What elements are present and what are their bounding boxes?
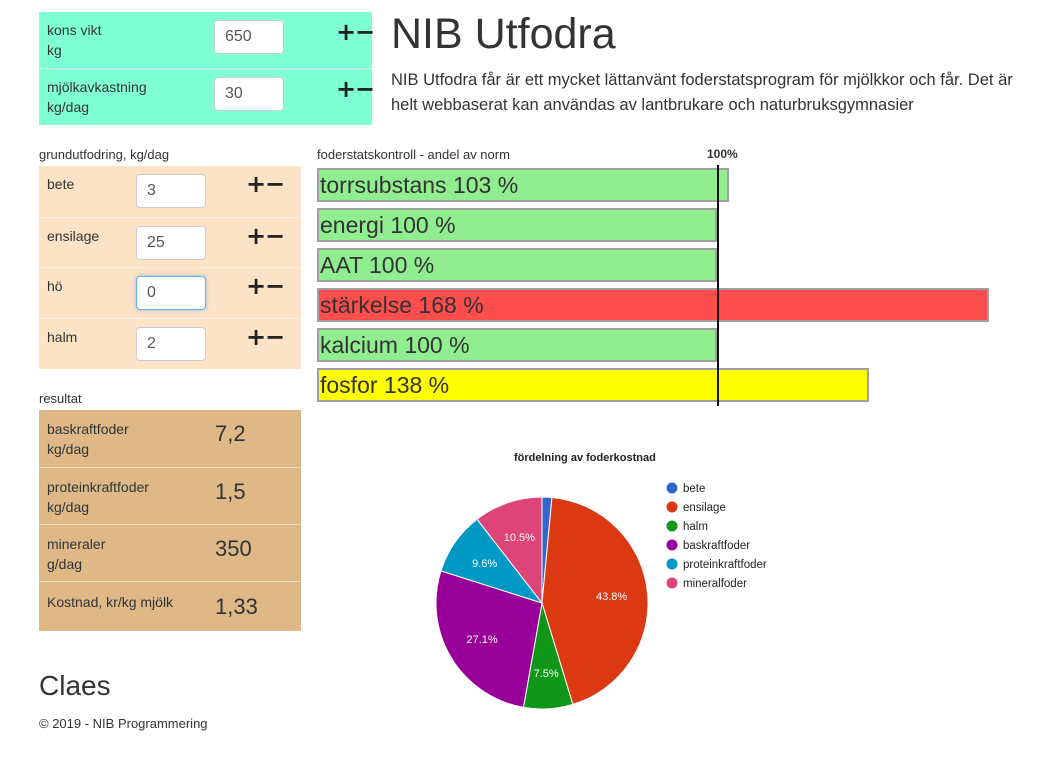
legend-label-proteinkraftfoder: proteinkraftfoder	[683, 559, 767, 571]
intro-text: NIB Utfodra får är ett mycket lättanvänt…	[391, 68, 1057, 118]
result-row-cost: Kostnad, kr/kg mjölk 1,33	[39, 581, 301, 638]
legend-label-baskraftfoder: baskraftfoder	[683, 540, 750, 552]
pie-label-baskraftfoder: 27.1%	[467, 634, 498, 646]
result-value: 1,33	[215, 594, 258, 619]
intro-line-1: NIB Utfodra får är ett mycket lättanvänt…	[391, 71, 1013, 89]
feed-plus-ensilage[interactable]: +	[246, 222, 267, 250]
result-label: mineraler g/dag	[47, 534, 207, 574]
milk-yield-plus-button[interactable]: +	[336, 75, 357, 103]
feed-input-ho[interactable]: 0	[136, 276, 206, 310]
pie-slices	[435, 496, 649, 710]
cow-weight-row: kons vikt kg 650 + −	[39, 12, 376, 68]
result-value: 350	[215, 536, 252, 561]
pie-label-proteinkraftfoder: 9.6%	[472, 558, 497, 570]
feed-row-bete: bete 3 + −	[39, 166, 301, 216]
milk-yield-minus-button[interactable]: −	[355, 75, 376, 103]
result-label: proteinkraftfoder kg/dag	[47, 477, 207, 517]
result-label: Kostnad, kr/kg mjölk	[47, 592, 207, 612]
pie-slice-ensilage	[541, 496, 649, 706]
pie-legend: bete ensilage halm baskraftfoder proteinkraf…	[666, 482, 767, 590]
feed-input-bete[interactable]: 3	[136, 174, 206, 208]
norm-label: 100%	[707, 147, 738, 161]
feed-row-ho: hö 0 + −	[39, 267, 301, 318]
result-unit: kg/dag	[47, 499, 90, 515]
result-row: baskraftfoder kg/dag 7,2	[39, 410, 301, 466]
cow-weight-unit: kg	[47, 42, 62, 58]
legend-marker-proteinkraftfoder	[666, 558, 678, 570]
bar-kalcium: kalcium 100 %	[317, 328, 717, 362]
legend-marker-bete	[666, 482, 678, 494]
bar-aat: AAT 100 %	[317, 248, 717, 282]
footer-name: Claes	[39, 670, 111, 701]
pie-slice-baskraftfoder	[435, 570, 543, 708]
legend-marker-halm	[666, 520, 678, 532]
result-row: proteinkraftfoder kg/dag 1,5	[39, 467, 301, 524]
cow-weight-plus-button[interactable]: +	[336, 18, 357, 46]
result-value: 1,5	[215, 479, 246, 504]
feed-input-halm[interactable]: 2	[136, 327, 206, 361]
milk-yield-input[interactable]: 30	[214, 77, 284, 111]
pie-label-halm: 7.5%	[534, 668, 559, 680]
cow-weight-label-text: kons vikt	[47, 22, 102, 38]
pie-label-ensilage: 43.8%	[596, 591, 627, 603]
bar-starkelse: stärkelse 168 %	[317, 288, 989, 322]
result-unit: kg/dag	[47, 441, 90, 457]
feed-plus-halm[interactable]: +	[246, 323, 267, 351]
cow-weight-input[interactable]: 650	[214, 20, 284, 54]
results-panel: baskraftfoder kg/dag 7,2 proteinkraftfod…	[39, 410, 301, 631]
pie-label-mineralfoder: 10.5%	[504, 532, 535, 544]
legend-label-mineralfoder: mineralfoder	[683, 578, 747, 590]
result-label: baskraftfoder kg/dag	[47, 419, 207, 459]
cost-pie-chart: fördelning av foderkostnad 43.8% 7.5% 27.1…	[435, 452, 767, 710]
legend-marker-ensilage	[666, 501, 678, 513]
pie-labels: 43.8% 7.5% 27.1% 9.6% 10.5%	[467, 532, 628, 680]
legend-marker-mineralfoder	[666, 577, 678, 589]
result-label-text: Kostnad, kr/kg mjölk	[47, 594, 174, 610]
result-label-text: proteinkraftfoder	[47, 479, 149, 495]
milk-yield-row: mjölkavkastning kg/dag 30 + −	[39, 68, 376, 125]
legend-label-bete: bete	[683, 483, 705, 495]
bar-energi: energi 100 %	[317, 208, 717, 242]
feed-minus-ensilage[interactable]: −	[265, 222, 286, 250]
feed-input-ensilage[interactable]: 25	[136, 226, 206, 260]
results-heading: resultat	[39, 391, 82, 406]
feed-label-bete: bete	[47, 176, 75, 192]
legend-label-halm: halm	[683, 521, 708, 533]
feed-minus-halm[interactable]: −	[265, 323, 286, 351]
feed-plus-ho[interactable]: +	[246, 272, 267, 300]
pie-slice-mineralfoder	[476, 496, 543, 605]
feed-minus-bete[interactable]: −	[265, 170, 286, 198]
page-title: NIB Utfodra	[391, 10, 616, 58]
cow-panel: kons vikt kg 650 + − mjölkavkastning kg/…	[39, 12, 376, 125]
feed-minus-ho[interactable]: −	[265, 272, 286, 300]
feed-plus-bete[interactable]: +	[246, 170, 267, 198]
legend-marker-baskraftfoder	[666, 539, 678, 551]
chart-title: fördelning av foderkostnad	[514, 452, 656, 464]
legend-label-ensilage: ensilage	[683, 502, 726, 514]
result-label-text: mineraler	[47, 536, 106, 552]
feed-row-halm: halm 2 + −	[39, 318, 301, 369]
feed-row-ensilage: ensilage 25 + −	[39, 217, 301, 268]
control-heading: foderstatskontroll - andel av norm	[317, 147, 510, 162]
intro-line-2: helt webbaserat kan användas av lantbruk…	[391, 96, 914, 114]
copyright: © 2019 - NIB Programmering	[39, 716, 208, 731]
result-value: 7,2	[215, 421, 246, 446]
cow-weight-label: kons vikt kg	[47, 20, 207, 60]
milk-yield-unit: kg/dag	[47, 99, 90, 115]
feed-label-ensilage: ensilage	[47, 228, 100, 244]
result-unit: g/dag	[47, 556, 83, 572]
cow-weight-minus-button[interactable]: −	[355, 18, 376, 46]
result-row: mineraler g/dag 350	[39, 524, 301, 581]
norm-line	[717, 165, 719, 406]
feed-heading: grundutfodring, kg/dag	[39, 147, 170, 162]
milk-yield-label: mjölkavkastning kg/dag	[47, 77, 207, 117]
bar-fosfor: fosfor 138 %	[317, 368, 869, 402]
feed-label-ho: hö	[47, 278, 63, 294]
milk-yield-label-text: mjölkavkastning	[47, 79, 147, 95]
result-label-text: baskraftfoder	[47, 421, 129, 437]
feed-panel: bete 3 + − ensilage 25 + − hö 0 + − halm…	[39, 166, 301, 369]
bar-torrsubstans: torrsubstans 103 %	[317, 168, 729, 202]
feed-label-halm: halm	[47, 329, 78, 345]
